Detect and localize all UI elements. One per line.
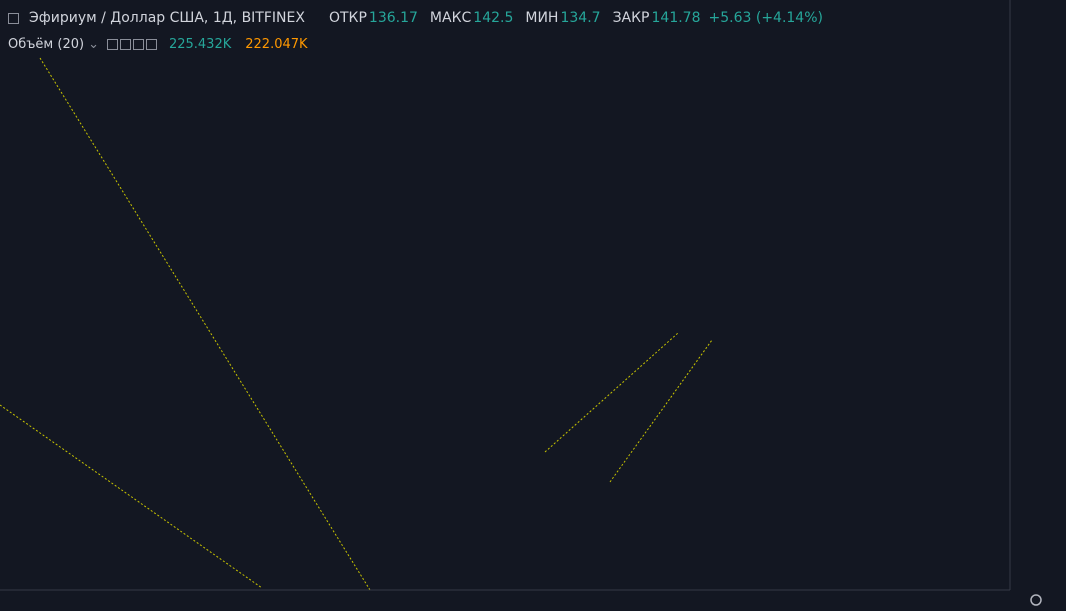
icon[interactable] bbox=[145, 39, 157, 50]
symbol-title: Эфириум / Доллар США, 1Д, BITFINEX bbox=[29, 10, 305, 26]
ohlc-label: ЗАКР bbox=[612, 10, 650, 26]
ohlc-value: 142.5 bbox=[473, 10, 514, 26]
legend-volume: Объём (20) ⌄ 225.432K 222.047K bbox=[8, 37, 308, 52]
icon[interactable] bbox=[106, 39, 118, 50]
trend-line bbox=[609, 339, 713, 483]
ohlc-label: МАКС bbox=[429, 10, 472, 26]
price-axis bbox=[1010, 0, 1066, 611]
icon[interactable] bbox=[132, 39, 144, 50]
change: +5.63 (+4.14%) bbox=[708, 10, 823, 26]
settings-icon[interactable] bbox=[1030, 594, 1042, 606]
collapse-icon[interactable] bbox=[8, 12, 19, 24]
dropdown-icon[interactable]: ⌄ bbox=[88, 37, 99, 52]
time-axis bbox=[0, 590, 1010, 611]
trend-line bbox=[0, 404, 263, 589]
trend-line bbox=[39, 57, 371, 591]
ohlc-value: 141.78 bbox=[651, 10, 701, 26]
legend-main: Эфириум / Доллар США, 1Д, BITFINEX ОТКР 1… bbox=[8, 10, 823, 26]
ohlc-value: 134.7 bbox=[560, 10, 601, 26]
trend-line bbox=[544, 332, 679, 453]
ohlc-value: 136.17 bbox=[368, 10, 418, 26]
trend-lines bbox=[0, 57, 713, 591]
ohlc-label: МИН bbox=[525, 10, 559, 26]
icon[interactable] bbox=[119, 39, 131, 50]
ohlc-label: ОТКР bbox=[328, 10, 367, 26]
volume-value: 225.432K bbox=[168, 37, 232, 52]
volume-ma-value: 222.047K bbox=[245, 37, 308, 52]
volume-title[interactable]: Объём (20) bbox=[8, 37, 85, 52]
